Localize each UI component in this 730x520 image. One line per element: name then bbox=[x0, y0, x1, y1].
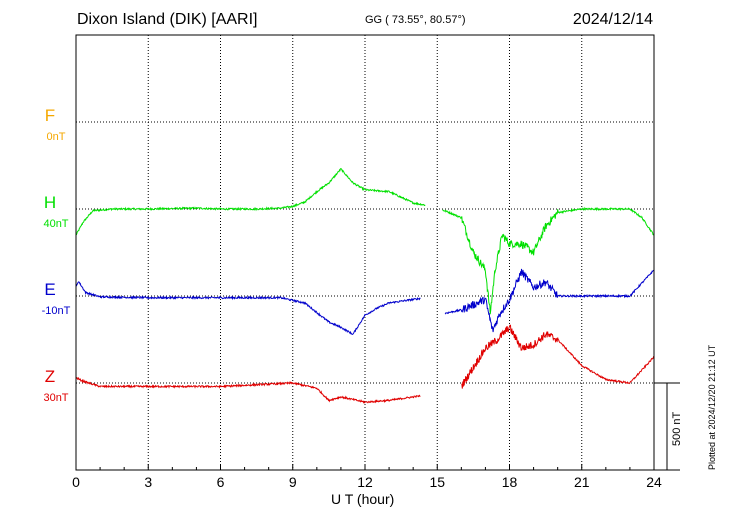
series-h-line bbox=[75, 168, 426, 236]
x-tick-label: 9 bbox=[289, 474, 297, 490]
series-z-line bbox=[461, 324, 655, 389]
component-labels: F 0nT H 40nT E -10nT Z 30nT bbox=[42, 106, 71, 404]
component-offset: 30nT bbox=[43, 392, 68, 404]
series-h-line bbox=[442, 206, 655, 315]
component-offset: 0nT bbox=[47, 131, 66, 143]
scale-bar bbox=[654, 382, 680, 471]
x-tick-label: 15 bbox=[429, 474, 445, 490]
station-title: Dixon Island (DIK) [AARI] bbox=[77, 11, 258, 28]
series-z-line bbox=[75, 376, 421, 404]
component-offset: 40nT bbox=[43, 218, 68, 230]
x-tick-label: 24 bbox=[646, 474, 662, 490]
component-label: F bbox=[45, 106, 55, 125]
x-tick-label: 6 bbox=[217, 474, 225, 490]
x-tick-label: 18 bbox=[502, 474, 518, 490]
component-label: H bbox=[44, 193, 56, 212]
x-axis-label: U T (hour) bbox=[331, 491, 395, 507]
series-e-line bbox=[75, 281, 421, 335]
x-tick-label: 0 bbox=[72, 474, 80, 490]
x-ticks: 0 3 6 9 12 15 18 21 24 bbox=[72, 464, 662, 490]
x-tick-label: 21 bbox=[574, 474, 590, 490]
component-label: E bbox=[44, 280, 55, 299]
coordinates-label: GG ( 73.55°, 80.57°) bbox=[365, 14, 466, 26]
grid-lines bbox=[76, 35, 654, 470]
component-offset: -10nT bbox=[42, 305, 71, 317]
component-label: Z bbox=[45, 367, 55, 386]
date-label: 2024/12/14 bbox=[572, 11, 653, 28]
x-tick-label: 12 bbox=[357, 474, 373, 490]
series-e-line bbox=[444, 268, 655, 333]
series-layer bbox=[75, 168, 655, 404]
x-tick-label: 3 bbox=[144, 474, 152, 490]
